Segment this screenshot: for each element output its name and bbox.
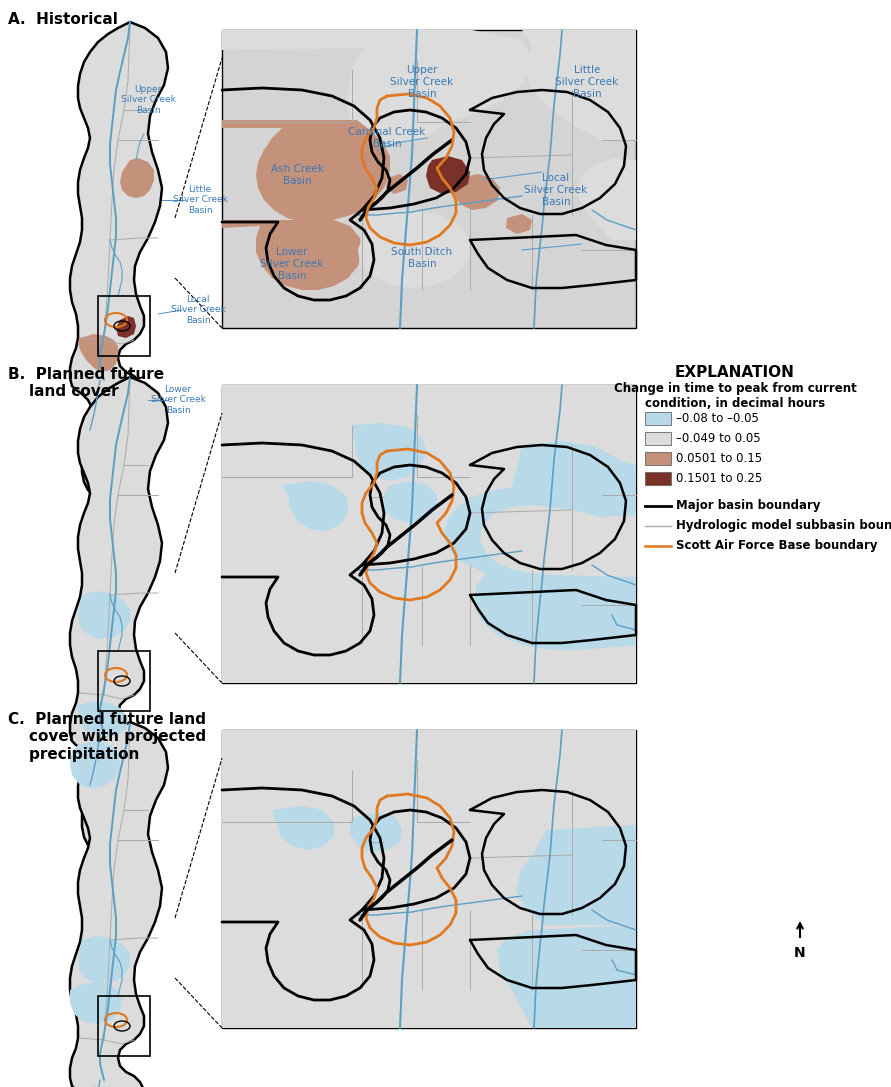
Polygon shape — [426, 157, 470, 193]
Bar — [645, 472, 671, 485]
Bar — [222, 30, 636, 328]
Text: Upper
Silver Creek
Basin: Upper Silver Creek Basin — [390, 65, 454, 99]
Text: Little
Silver Creek
Basin: Little Silver Creek Basin — [173, 185, 227, 215]
Polygon shape — [78, 591, 130, 639]
Text: Upper
Silver Creek
Basin: Upper Silver Creek Basin — [120, 85, 176, 115]
Text: Lower
Silver Creek
Basin: Lower Silver Creek Basin — [260, 248, 323, 280]
Text: C.  Planned future land
    cover with projected
    precipitation: C. Planned future land cover with projec… — [8, 712, 206, 762]
Text: EXPLANATION: EXPLANATION — [675, 365, 795, 380]
Text: Local
Silver Creek
Basin: Local Silver Creek Basin — [170, 295, 225, 325]
Polygon shape — [506, 214, 532, 234]
Text: B.  Planned future
    land cover: B. Planned future land cover — [8, 367, 164, 399]
Polygon shape — [222, 623, 452, 669]
Text: Ash Creek
Basin: Ash Creek Basin — [271, 164, 323, 186]
Text: Scott Air Force Base boundary: Scott Air Force Base boundary — [676, 539, 878, 552]
Text: South Ditch
Basin: South Ditch Basin — [391, 247, 453, 268]
Polygon shape — [222, 120, 390, 222]
Polygon shape — [454, 174, 500, 210]
Polygon shape — [70, 982, 122, 1024]
Polygon shape — [70, 377, 168, 853]
Text: –0.08 to –0.05: –0.08 to –0.05 — [676, 412, 759, 425]
Bar — [222, 730, 636, 1028]
Polygon shape — [358, 208, 470, 288]
Polygon shape — [222, 30, 532, 122]
Polygon shape — [78, 334, 118, 372]
Bar — [645, 412, 671, 425]
Polygon shape — [222, 730, 636, 1028]
Polygon shape — [282, 482, 348, 532]
Text: Cardinal Creek
Basin: Cardinal Creek Basin — [348, 127, 426, 149]
Polygon shape — [272, 805, 334, 850]
Text: Little
Silver Creek
Basin: Little Silver Creek Basin — [555, 65, 618, 99]
Polygon shape — [70, 741, 120, 789]
Polygon shape — [350, 812, 402, 852]
Polygon shape — [497, 925, 636, 1028]
Text: –0.049 to 0.05: –0.049 to 0.05 — [676, 432, 761, 445]
Polygon shape — [116, 316, 136, 338]
Bar — [98, 996, 150, 1055]
Text: Local
Silver Creek
Basin: Local Silver Creek Basin — [525, 174, 587, 207]
Text: Lower
Silver Creek
Basin: Lower Silver Creek Basin — [151, 385, 206, 415]
Polygon shape — [70, 722, 168, 1087]
Bar — [645, 452, 671, 465]
Polygon shape — [78, 701, 128, 737]
Polygon shape — [120, 158, 154, 198]
Text: 0.1501 to 0.25: 0.1501 to 0.25 — [676, 472, 762, 485]
Bar — [98, 651, 150, 711]
Bar — [222, 385, 636, 683]
Polygon shape — [386, 174, 408, 193]
Polygon shape — [78, 936, 130, 984]
Polygon shape — [444, 441, 636, 650]
Polygon shape — [362, 855, 438, 908]
Text: Major basin boundary: Major basin boundary — [676, 500, 821, 512]
Bar — [645, 432, 671, 445]
Polygon shape — [70, 22, 168, 498]
Polygon shape — [346, 68, 450, 143]
Text: N: N — [794, 946, 805, 960]
Polygon shape — [522, 30, 636, 140]
Polygon shape — [222, 220, 362, 290]
Bar — [98, 296, 150, 357]
Polygon shape — [577, 140, 636, 240]
Text: Hydrologic model subbasin boundary: Hydrologic model subbasin boundary — [676, 520, 891, 533]
Polygon shape — [516, 825, 636, 925]
Text: A.  Historical: A. Historical — [8, 12, 118, 27]
Text: Change in time to peak from current
condition, in decimal hours: Change in time to peak from current cond… — [614, 382, 856, 410]
Polygon shape — [384, 482, 437, 523]
Text: 0.0501 to 0.15: 0.0501 to 0.15 — [676, 452, 762, 465]
Polygon shape — [352, 423, 427, 482]
Polygon shape — [222, 385, 636, 683]
